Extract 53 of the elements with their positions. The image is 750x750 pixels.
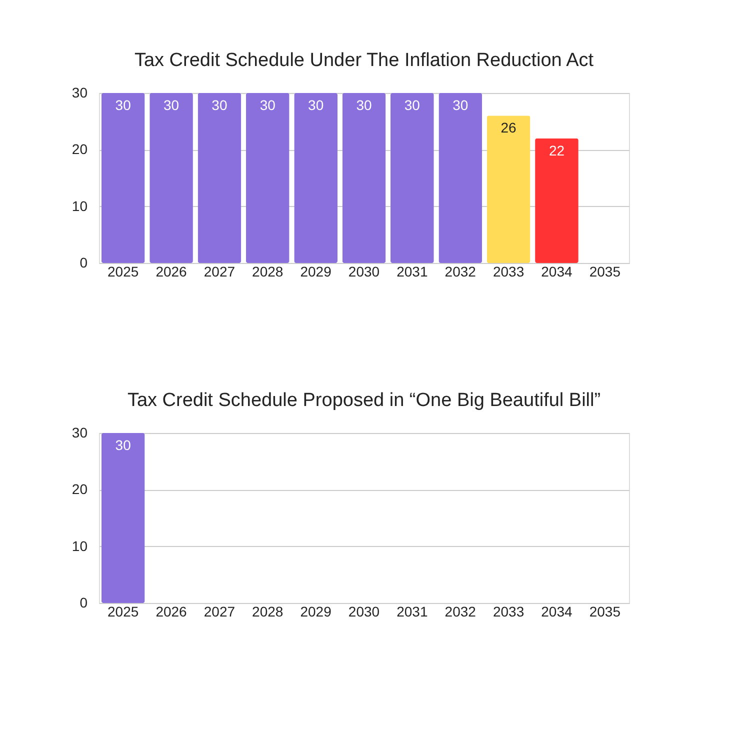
bar xyxy=(294,93,338,263)
y-tick-label: 10 xyxy=(72,538,88,554)
x-tick-label: 2035 xyxy=(589,264,621,280)
data-label: 30 xyxy=(163,97,180,113)
chart-title: Tax Credit Schedule Proposed in “One Big Beautiful Bill” xyxy=(127,390,601,411)
x-tick-label: 2034 xyxy=(541,604,573,620)
data-label: 30 xyxy=(115,97,132,113)
x-tick-label: 2029 xyxy=(300,604,332,620)
data-label: 30 xyxy=(452,97,468,113)
data-label: 30 xyxy=(308,97,324,113)
bar xyxy=(342,93,386,263)
bar xyxy=(150,93,193,263)
y-tick-label: 30 xyxy=(72,424,88,440)
x-tick-label: 2030 xyxy=(348,604,380,620)
y-tick-label: 0 xyxy=(80,594,88,610)
y-tick-label: 20 xyxy=(72,481,88,498)
data-label: 30 xyxy=(260,97,276,113)
x-tick-label: 2030 xyxy=(348,264,380,280)
y-tick-label: 30 xyxy=(72,84,88,100)
bar xyxy=(535,138,578,263)
y-tick-label: 10 xyxy=(72,198,88,214)
y-tick-label: 0 xyxy=(80,254,88,270)
bar xyxy=(101,93,145,263)
x-tick-label: 2034 xyxy=(541,264,573,280)
x-tick-label: 2033 xyxy=(492,264,524,280)
x-tick-label: 2031 xyxy=(396,264,428,280)
bar xyxy=(198,93,242,263)
x-tick-label: 2029 xyxy=(300,264,332,280)
bar xyxy=(438,93,482,263)
x-tick-label: 2035 xyxy=(589,604,621,620)
x-tick-label: 2027 xyxy=(204,604,236,620)
data-label: 26 xyxy=(500,120,517,136)
x-tick-label: 2027 xyxy=(204,264,236,280)
bar xyxy=(390,93,434,263)
x-tick-label: 2028 xyxy=(252,264,284,280)
x-tick-label: 2025 xyxy=(108,604,139,620)
data-label: 30 xyxy=(356,97,372,113)
x-tick-label: 2032 xyxy=(444,604,476,620)
x-tick-label: 2025 xyxy=(108,264,139,280)
chart-title: Tax Credit Schedule Under The Inflation Reduction Act xyxy=(134,50,594,71)
x-tick-label: 2026 xyxy=(156,604,188,620)
bar xyxy=(246,93,290,263)
y-tick-label: 20 xyxy=(72,141,88,158)
data-label: 30 xyxy=(212,97,228,113)
data-label: 30 xyxy=(404,97,420,113)
x-tick-label: 2032 xyxy=(444,264,476,280)
x-tick-label: 2031 xyxy=(396,604,428,620)
x-tick-label: 2028 xyxy=(252,604,284,620)
data-label: 30 xyxy=(115,437,132,453)
bar xyxy=(486,116,530,263)
x-tick-label: 2033 xyxy=(492,604,524,620)
data-label: 22 xyxy=(548,142,565,158)
x-tick-label: 2026 xyxy=(156,264,188,280)
